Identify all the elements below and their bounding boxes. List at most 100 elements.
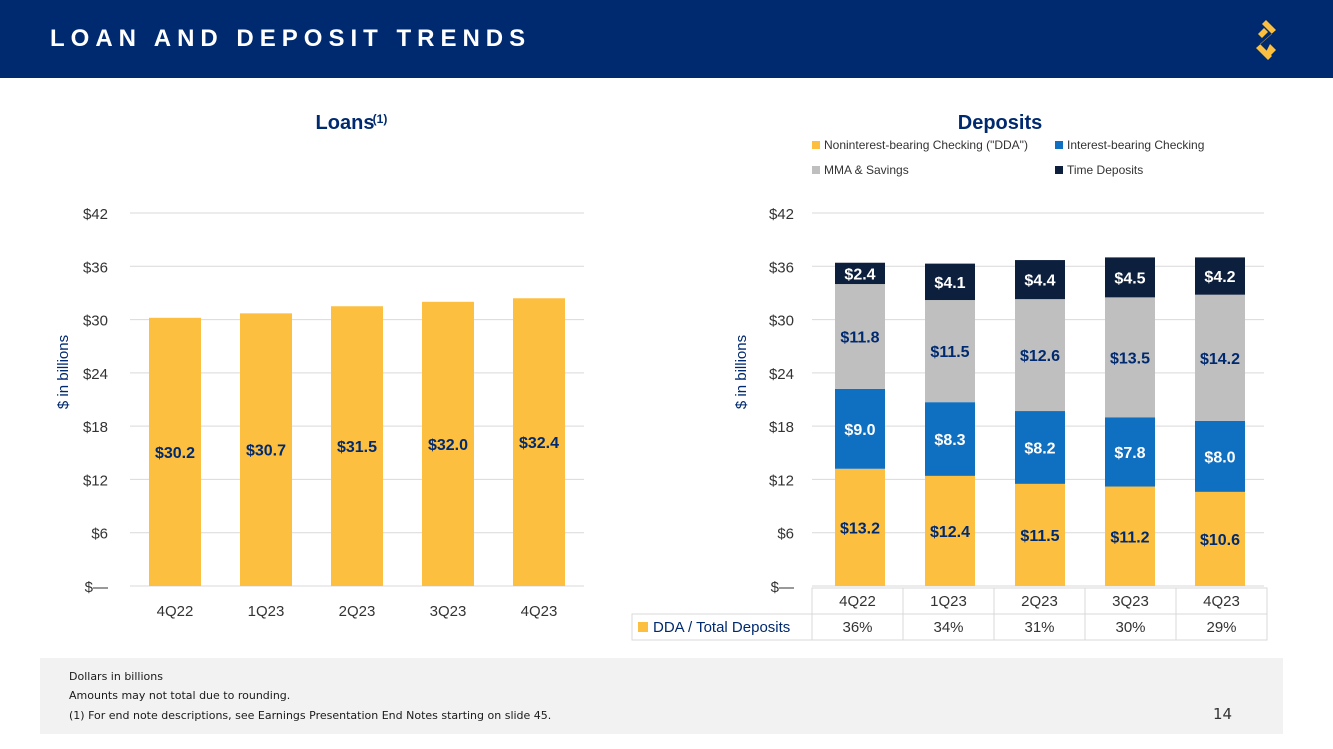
loans-y-tick-label: $6 xyxy=(91,526,108,543)
brand-logo-icon xyxy=(1256,20,1276,60)
footer-notes: Dollars in billions Amounts may not tota… xyxy=(40,658,1283,734)
loans-bar xyxy=(149,317,201,586)
table-header-cell xyxy=(1175,587,1268,615)
deposits-bar-segment xyxy=(925,475,975,586)
loans-y-tick-label: $36 xyxy=(83,259,108,276)
dda-ratio-value: 36% xyxy=(842,619,872,636)
deposits-segment-label: $4.2 xyxy=(1204,269,1235,286)
deposits-y-tick-label: $42 xyxy=(769,206,794,223)
deposits-segment-label: $7.8 xyxy=(1114,445,1145,462)
slide-title: LOAN AND DEPOSIT TRENDS xyxy=(50,25,532,52)
deposits-bar-segment xyxy=(925,263,975,301)
deposits-y-tick-label: $— xyxy=(771,579,794,596)
table-header-cell xyxy=(902,587,995,615)
loans-x-tick-label: 3Q23 xyxy=(430,603,467,620)
slide-header: LOAN AND DEPOSIT TRENDS xyxy=(0,0,1333,78)
deposits-segment-label: $14.2 xyxy=(1200,351,1240,368)
loans-bar-label: $30.2 xyxy=(155,445,195,462)
deposits-legend-label: Noninterest-bearing Checking ("DDA") xyxy=(824,138,1028,152)
deposits-legend-label: MMA & Savings xyxy=(824,163,909,177)
deposits-bar-segment xyxy=(1195,294,1245,421)
deposits-segment-label: $2.4 xyxy=(844,266,875,283)
deposits-segment-label: $11.8 xyxy=(840,329,879,346)
deposits-bar-segment xyxy=(835,262,885,285)
deposits-bar-segment xyxy=(1105,257,1155,298)
dda-ratio-value: 29% xyxy=(1206,619,1236,636)
deposits-title: Deposits xyxy=(958,112,1042,134)
deposits-legend-label: Interest-bearing Checking xyxy=(1067,138,1204,152)
deposits-y-tick-label: $24 xyxy=(769,366,794,383)
deposits-legend-label: Time Deposits xyxy=(1067,163,1143,177)
footnote-rounding: Amounts may not total due to rounding. xyxy=(69,689,291,702)
loans-y-tick-label: $12 xyxy=(83,472,108,489)
loans-y-tick-label: $— xyxy=(85,579,108,596)
deposits-bar-segment xyxy=(1015,411,1065,484)
deposits-segment-label: $8.0 xyxy=(1204,449,1235,466)
deposits-x-tick-label: 2Q23 xyxy=(1021,593,1058,610)
loans-x-tick-label: 1Q23 xyxy=(248,603,285,620)
loans-bar-label: $32.4 xyxy=(519,435,559,452)
table-header-cell xyxy=(1084,587,1177,615)
deposits-bar-segment xyxy=(925,402,975,476)
deposits-bar-segment xyxy=(1195,420,1245,492)
deposits-bar-segment xyxy=(1105,297,1155,418)
dda-ratio-value: 30% xyxy=(1115,619,1145,636)
dda-ratio-row-label: DDA / Total Deposits xyxy=(653,619,790,636)
deposits-segment-label: $4.4 xyxy=(1024,273,1055,290)
page-number: 14 xyxy=(1213,705,1233,723)
footnote-units: Dollars in billions xyxy=(69,670,163,683)
loans-x-tick-label: 4Q22 xyxy=(157,603,194,620)
dda-ratio-value: 31% xyxy=(1024,619,1054,636)
deposits-x-tick-label: 4Q23 xyxy=(1203,593,1240,610)
loans-bar-label: $31.5 xyxy=(337,439,377,456)
deposits-segment-label: $12.4 xyxy=(930,524,970,541)
table-row-label-cell xyxy=(631,613,813,641)
deposits-segment-label: $12.6 xyxy=(1020,348,1060,365)
deposits-segment-label: $8.2 xyxy=(1024,440,1055,457)
deposits-x-tick-label: 3Q23 xyxy=(1112,593,1149,610)
loans-title-note: (1) xyxy=(373,112,388,126)
footnote-endnotes: (1) For end note descriptions, see Earni… xyxy=(69,709,552,722)
deposits-bar-segment xyxy=(1195,257,1245,295)
loans-bar-label: $30.7 xyxy=(246,443,286,460)
deposits-segment-label: $11.2 xyxy=(1110,529,1149,546)
loans-x-tick-label: 4Q23 xyxy=(521,603,558,620)
deposits-bar-segment xyxy=(835,388,885,469)
deposits-segment-label: $4.5 xyxy=(1114,270,1145,287)
deposits-segment-label: $13.5 xyxy=(1110,350,1150,367)
deposits-segment-label: $11.5 xyxy=(1020,528,1059,545)
deposits-y-tick-label: $6 xyxy=(777,526,794,543)
deposits-y-tick-label: $12 xyxy=(769,472,794,489)
charts-canvas: $— $6 $12 $18 $24 $30 $36 $42 $ in billions Loans… xyxy=(55,112,1268,641)
table-value-cell xyxy=(811,613,904,641)
deposits-bar-segment xyxy=(1195,491,1245,586)
loans-bar xyxy=(331,306,383,586)
deposits-bar-segment xyxy=(1015,260,1065,300)
deposits-y-axis-label: $ in billions xyxy=(733,335,750,409)
loans-title: Loans xyxy=(316,112,375,134)
deposits-bar-segment xyxy=(925,300,975,403)
deposits-segment-label: $13.2 xyxy=(840,520,880,537)
deposits-bar-segment xyxy=(835,468,885,586)
deposits-segment-label: $8.3 xyxy=(934,432,965,449)
deposits-x-tick-label: 1Q23 xyxy=(930,593,967,610)
table-value-cell xyxy=(1084,613,1177,641)
deposits-legend-swatch xyxy=(812,166,820,174)
loans-y-tick-label: $24 xyxy=(83,366,108,383)
deposits-legend-swatch xyxy=(1055,166,1063,174)
loans-bar-label: $32.0 xyxy=(428,437,468,454)
deposits-segment-label: $4.1 xyxy=(934,275,965,292)
deposits-bar-segment xyxy=(835,284,885,389)
deposits-bar-segment xyxy=(1105,417,1155,487)
dda-ratio-swatch xyxy=(638,622,648,632)
deposits-bar-segment xyxy=(1015,483,1065,586)
deposits-bar-segment xyxy=(1015,299,1065,412)
loans-x-tick-label: 2Q23 xyxy=(339,603,376,620)
deposits-y-tick-label: $18 xyxy=(769,419,794,436)
table-header-cell xyxy=(811,587,904,615)
table-value-cell xyxy=(1175,613,1268,641)
loans-bar xyxy=(422,301,474,586)
deposits-legend-swatch xyxy=(1055,141,1063,149)
dda-ratio-value: 34% xyxy=(933,619,963,636)
deposits-segment-label: $11.5 xyxy=(930,344,969,361)
